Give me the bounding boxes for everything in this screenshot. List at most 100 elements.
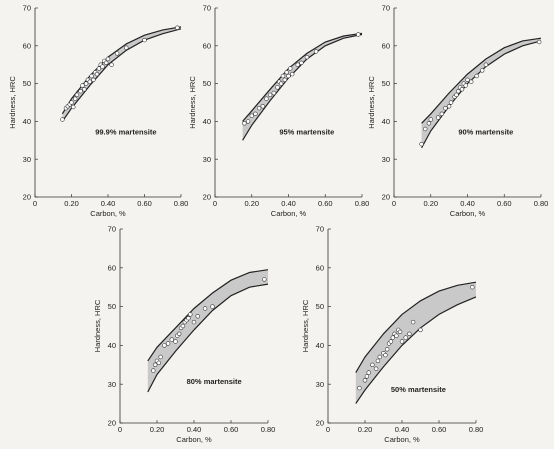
x-tick-label: 0.60 [497,199,512,208]
x-tick-label: 0.20 [150,425,165,434]
data-point [443,105,448,111]
data-point [169,337,175,342]
data-point [465,77,470,83]
x-tick-label: 0.40 [281,199,296,208]
chart-panel-50: 20 30 40 50 60 70 0 0.20 0.40 0.60 0.80 Carbon, % Ha… [301,225,483,444]
data-point [202,306,208,311]
data-point [390,335,395,340]
data-point [71,104,76,110]
data-point [82,87,87,92]
data-point [109,62,114,67]
data-point [290,71,295,77]
x-tick-label: 0.60 [432,425,447,434]
y-tick-label: 50 [108,302,116,311]
data-point [399,339,405,344]
y-tick-label: 60 [108,263,116,272]
chart-panel-90: 20 30 40 50 60 70 0 0.20 0.40 0.60 0.80 Carbon, % Ha… [367,4,548,218]
x-tick-label: 0.80 [534,199,549,208]
data-point [313,49,319,54]
y-tick-label: 40 [23,117,31,126]
data-point [419,141,424,147]
y-tick-label: 60 [382,41,390,50]
data-point [242,121,247,126]
x-tick-label: 0.20 [244,199,259,208]
y-axis-title: Hardness, HRC [301,299,310,352]
data-point [267,92,273,98]
data-point [282,77,287,83]
data-point [299,60,304,65]
data-point [288,66,293,71]
y-tick-label: 40 [108,341,116,350]
data-point [253,111,258,117]
scatter-band [355,282,476,404]
data-point [377,354,382,360]
band-upper-bound [147,269,269,362]
y-tick-label: 50 [382,79,390,88]
data-point [536,39,542,45]
data-point [385,347,390,352]
x-tick-label: 0 [392,199,396,208]
y-tick-label: 70 [203,4,211,13]
martensite-annotation: 90% martensite [458,128,513,137]
x-tick-label: 0.60 [224,425,239,434]
data-point [446,104,452,109]
x-tick-label: 0.80 [469,425,484,434]
y-tick-label: 30 [316,380,324,389]
data-point [366,370,371,375]
band-lower-bound [355,296,477,404]
martensite-annotation: 80% martensite [187,377,242,386]
band-upper-bound [61,26,182,115]
y-tick-label: 70 [382,4,390,13]
x-axis-title: Carbon, % [450,209,486,218]
data-point [439,111,444,117]
x-tick-label: 0.80 [174,199,189,208]
data-point [80,83,85,88]
data-point [188,312,193,317]
data-point [370,362,375,367]
band-upper-bound [355,281,477,373]
x-tick-label: 0.40 [395,425,410,434]
y-tick-label: 60 [23,41,31,50]
data-point [275,85,280,90]
y-tick-label: 50 [23,79,31,88]
data-point [165,341,171,346]
data-point [191,319,197,325]
y-tick-label: 50 [203,79,211,88]
data-point [195,314,200,319]
data-point [463,83,468,88]
band-lower-bound [61,28,182,122]
data-point [103,60,109,65]
scatter-band [62,26,181,122]
y-tick-label: 20 [23,193,31,202]
y-tick-label: 40 [203,117,211,126]
martensite-annotation: 50% martensite [391,385,446,394]
x-axis-title: Carbon, % [90,209,126,218]
data-point [153,362,158,367]
data-point [94,71,100,77]
data-point [423,126,428,132]
martensite-annotation: 99.9% martensite [95,128,156,137]
data-point [264,96,269,101]
data-point [124,45,129,50]
data-point [295,62,300,67]
data-point [435,115,441,120]
martensite-annotation: 95% martensite [279,128,334,137]
data-point [403,335,408,340]
data-point [362,378,368,383]
data-point [410,319,416,325]
y-tick-label: 60 [316,263,324,272]
band-lower-bound [242,33,363,141]
data-point [428,117,433,122]
band-lower-bound [147,283,269,393]
data-point [74,92,80,98]
data-point [249,113,255,118]
data-point [260,104,265,109]
data-point [394,333,399,338]
data-point [286,73,291,79]
data-point [91,77,96,83]
data-point [483,62,489,67]
band-upper-bound [242,32,363,122]
axis-lines [393,8,541,198]
data-point [280,73,286,79]
